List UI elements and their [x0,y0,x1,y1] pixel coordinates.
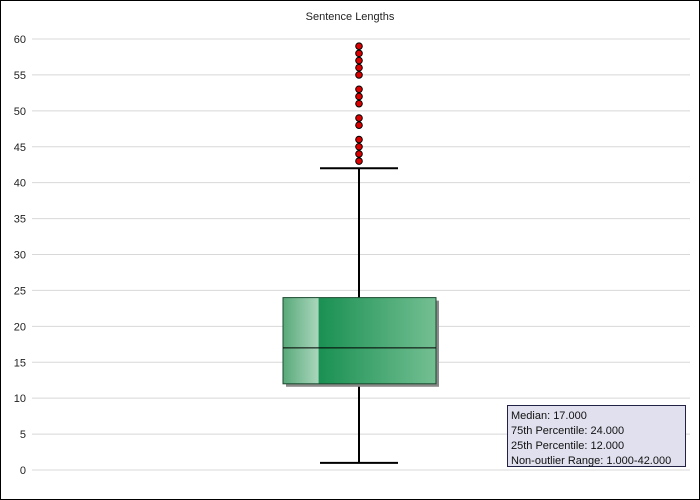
y-tick-label: 45 [14,142,26,154]
outlier-point [355,42,363,50]
y-tick-label: 50 [14,106,26,118]
legend-median: Median: 17.000 [511,410,587,422]
outlier-point [355,63,363,72]
box-layer [282,167,439,464]
y-tick-label: 30 [14,250,26,262]
outlier-point [355,56,363,65]
outlier-point [355,135,363,144]
legend-non-outlier-range: Non-outlier Range: 1.000-42.000 [511,455,672,467]
legend-25th-percentile: 25th Percentile: 12.000 [511,440,625,452]
y-axis-ticks: 0 5 10 15 20 25 30 35 40 45 50 55 60 [14,34,26,477]
y-tick-label: 10 [14,393,26,405]
outlier-point [355,121,363,129]
y-tick-label: 60 [14,34,26,46]
outlier-point [355,71,363,79]
outliers [355,42,363,165]
y-tick-label: 40 [14,178,26,190]
y-tick-label: 0 [20,465,26,477]
outlier-point [355,85,363,94]
y-tick-label: 15 [14,357,26,369]
y-tick-label: 55 [14,70,26,82]
outlier-point [355,49,363,58]
outlier-point [355,92,363,101]
outlier-point [355,99,363,108]
y-tick-label: 25 [14,285,26,297]
outlier-point [355,142,363,151]
y-tick-label: 20 [14,321,26,333]
stats-legend: Median: 17.000 75th Percentile: 24.000 2… [507,405,686,467]
y-tick-label: 35 [14,214,26,226]
outlier-point [355,157,363,165]
outlier-point [355,114,363,122]
chart-title: Sentence Lengths [305,11,395,23]
interquartile-box [282,297,437,385]
outlier-point [355,150,363,158]
y-tick-label: 5 [20,429,26,441]
legend-75th-percentile: 75th Percentile: 24.000 [511,425,625,437]
